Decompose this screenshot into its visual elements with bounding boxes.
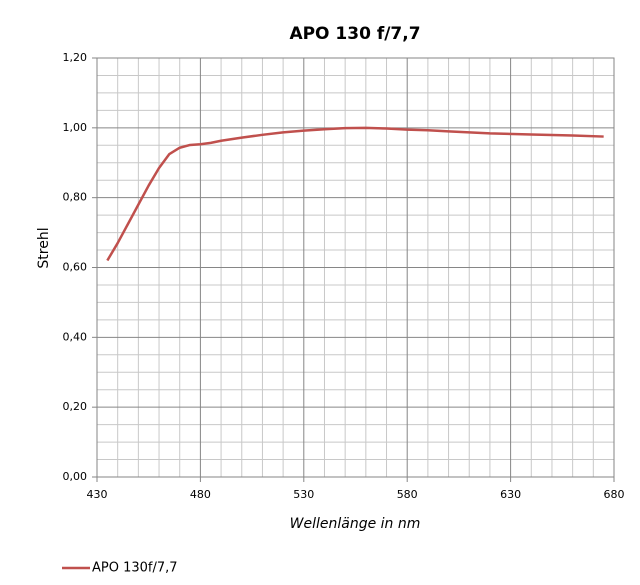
x-tick-label: 430 — [87, 488, 108, 501]
y-tick-label: 1,20 — [63, 51, 88, 64]
x-tick-label: 630 — [500, 488, 521, 501]
x-tick-label: 530 — [293, 488, 314, 501]
y-tick-label: 0,00 — [63, 470, 88, 483]
x-tick-label: 480 — [190, 488, 211, 501]
y-tick-label: 1,00 — [63, 121, 88, 134]
x-axis-label: Wellenlänge in nm — [290, 516, 421, 532]
legend-label: APO 130f/7,7 — [92, 561, 178, 576]
y-tick-label: 0,40 — [63, 330, 88, 343]
plot-frame — [96, 57, 615, 478]
y-tick-label: 0,60 — [63, 261, 88, 274]
x-tick-label: 680 — [604, 488, 625, 501]
y-tick-label: 0,80 — [63, 191, 88, 204]
x-tick-label: 580 — [397, 488, 418, 501]
chart-title: APO 130 f/7,7 — [289, 24, 420, 44]
y-axis-label: Strehl — [36, 227, 52, 268]
y-tick-label: 0,20 — [63, 400, 88, 413]
data-line — [106, 126, 604, 262]
